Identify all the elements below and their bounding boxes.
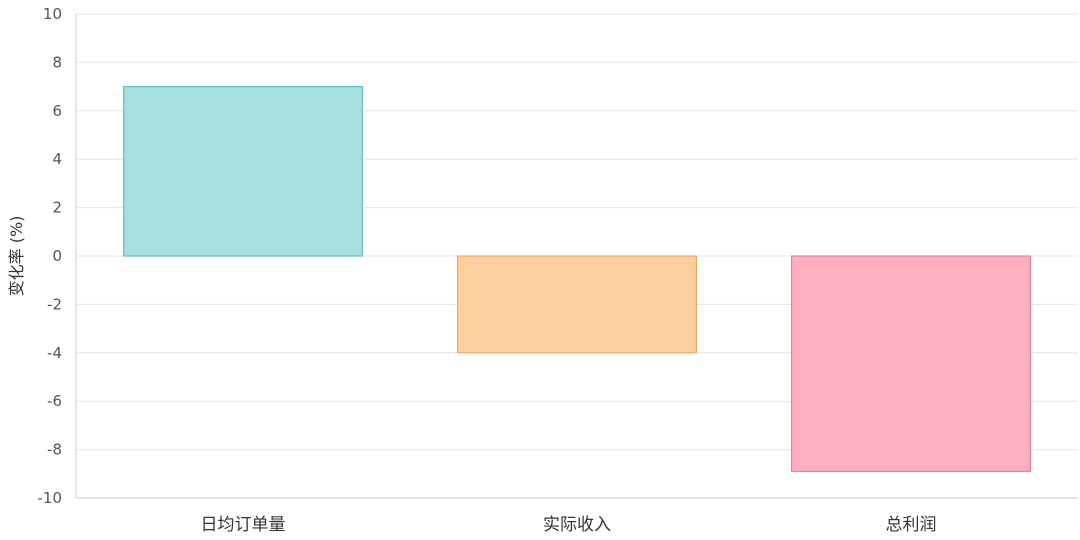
- x-category-label: 日均订单量: [201, 515, 286, 535]
- y-tick-label: -8: [47, 441, 62, 459]
- y-tick-label: 8: [52, 53, 62, 71]
- x-category-labels: 日均订单量 实际收入 总利润: [201, 515, 937, 535]
- bar-1[interactable]: [122, 85, 364, 257]
- y-tick-label: -2: [47, 295, 62, 313]
- y-tick-labels: 10 8 6 4 2 0 -2 -4 -6 -8 -10: [38, 5, 63, 507]
- y-tick-label: -10: [38, 489, 63, 507]
- x-category-label: 实际收入: [543, 515, 611, 535]
- bars: [122, 85, 1032, 472]
- bar-3[interactable]: [790, 255, 1032, 472]
- axes: [75, 14, 1078, 499]
- y-tick-label: 10: [43, 5, 62, 23]
- y-axis-title: 变化率 (%): [7, 216, 26, 297]
- y-tick-label: -6: [47, 392, 62, 410]
- y-tick-label: -4: [47, 344, 62, 362]
- y-tick-label: 4: [52, 150, 62, 168]
- x-category-label: 总利润: [886, 515, 937, 535]
- bar-2[interactable]: [456, 255, 698, 354]
- y-tick-label: 0: [52, 247, 62, 265]
- y-tick-label: 2: [52, 199, 62, 217]
- y-tick-label: 6: [52, 102, 62, 120]
